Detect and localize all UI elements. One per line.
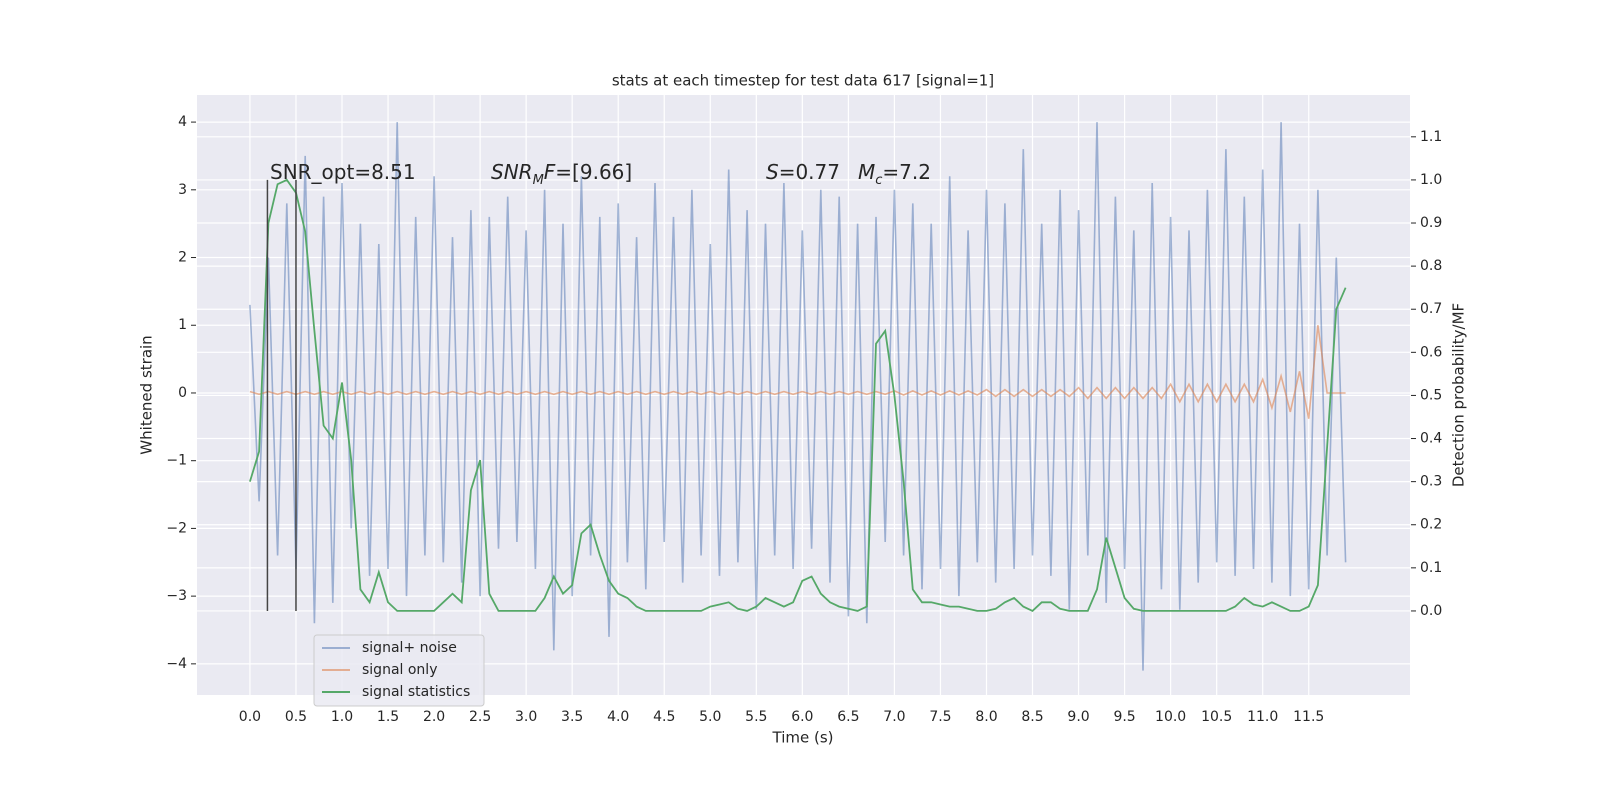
legend: signal+ noise signal only signal statistic… (313, 634, 485, 707)
x-tick-label: 9.0 (1067, 709, 1089, 725)
series-line (249, 178, 1347, 612)
annotation: SNRMF=[9.66] (491, 160, 632, 189)
y-tick-label: 2 (178, 250, 187, 266)
x-tick-label: 7.0 (883, 709, 905, 725)
y2-tick-label: 0.2 (1420, 517, 1442, 533)
chart-title: stats at each timestep for test data 617… (612, 72, 994, 90)
y2-tick-label: 0.1 (1420, 560, 1442, 576)
annotation-part: c (875, 173, 882, 188)
annotation-part: F (544, 160, 556, 184)
annotation-part: =0.77 (779, 160, 840, 184)
y-tick-label: 3 (178, 182, 187, 198)
y2-tick-label: 1.1 (1420, 129, 1442, 145)
legend-box (313, 634, 485, 707)
x-tick-label: 1.0 (331, 709, 353, 725)
x-tick-label: 9.5 (1113, 709, 1135, 725)
y2-axis-label: Detection probability/MF (1450, 303, 1468, 487)
x-tick-label: 5.5 (745, 709, 767, 725)
x-tick-label: 4.0 (607, 709, 629, 725)
x-axis-label: Time (s) (772, 729, 834, 747)
y2-tick-label: 0.6 (1420, 344, 1442, 360)
marks (249, 122, 1347, 671)
y-tick-label: 0 (178, 385, 187, 401)
x-tick-label: 7.5 (929, 709, 951, 725)
x-tick-label: 3.5 (561, 709, 583, 725)
y-tick-label: 1 (178, 317, 187, 333)
y-tick-label: 4 (178, 114, 187, 130)
y2-tick-label: 0.9 (1420, 215, 1442, 231)
y2-tick-label: 0.0 (1420, 603, 1442, 619)
x-tick-label: 4.5 (653, 709, 675, 725)
x-tick-label: 2.0 (423, 709, 445, 725)
annotation-part: SNR (491, 160, 533, 184)
y-tick-label: −3 (166, 588, 187, 604)
x-tick-label: 5.0 (699, 709, 721, 725)
y2-tick-label: 0.4 (1420, 431, 1442, 447)
x-tick-label: 10.0 (1155, 709, 1186, 725)
y2-tick-label: 0.3 (1420, 474, 1442, 490)
y2-tick-label: 1.0 (1420, 172, 1442, 188)
x-tick-label: 3.0 (515, 709, 537, 725)
x-tick-label: 6.0 (791, 709, 813, 725)
annotation: Mc=7.2 (858, 160, 931, 189)
annotation-part: S (766, 160, 779, 184)
x-tick-label: 0.0 (239, 709, 261, 725)
y2-tick-label: 0.5 (1420, 387, 1442, 403)
y2-tick-label: 0.7 (1420, 301, 1442, 317)
x-tick-label: 1.5 (377, 709, 399, 725)
legend-label: signal+ noise (362, 640, 457, 656)
x-tick-label: 0.5 (285, 709, 307, 725)
series-line (249, 122, 1347, 671)
y-tick-label: −1 (166, 453, 187, 469)
annotation-part: =[9.66] (555, 160, 632, 184)
series-line (249, 325, 1346, 419)
annotation-part: SNR_opt=8.51 (270, 160, 416, 184)
x-tick-label: 8.0 (975, 709, 997, 725)
x-tick-label: 6.5 (837, 709, 859, 725)
annotation-part: M (858, 160, 875, 184)
annotation: S=0.77 (766, 160, 840, 184)
y-axis-label: Whitened strain (138, 335, 156, 454)
annotation-part: =7.2 (882, 160, 931, 184)
y2-tick-label: 0.8 (1420, 258, 1442, 274)
annotation: SNR_opt=8.51 (270, 160, 416, 184)
x-tick-label: 11.5 (1293, 709, 1324, 725)
legend-label: signal only (362, 662, 437, 678)
y-tick-label: −2 (166, 520, 187, 536)
annotation-part: M (533, 173, 544, 188)
x-tick-label: 2.5 (469, 709, 491, 725)
y-tick-label: −4 (166, 656, 187, 672)
x-tick-label: 10.5 (1201, 709, 1232, 725)
x-tick-label: 11.0 (1247, 709, 1278, 725)
x-tick-label: 8.5 (1021, 709, 1043, 725)
legend-label: signal statistics (362, 684, 470, 700)
